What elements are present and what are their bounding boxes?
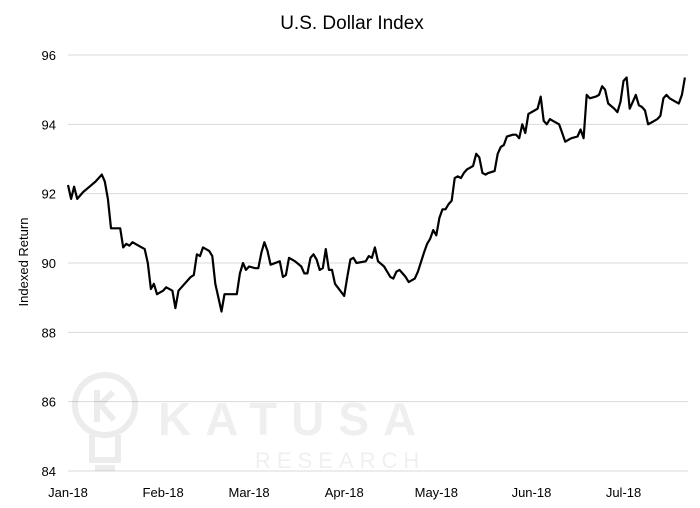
x-tick-label: May-18: [415, 485, 458, 500]
x-tick-label: Apr-18: [325, 485, 364, 500]
series-line: [66, 76, 686, 313]
gridlines: [68, 54, 688, 472]
y-tick-label: 96: [42, 48, 56, 63]
y-tick-label: 88: [42, 325, 56, 340]
watermark: KATUSA RESEARCH: [72, 372, 430, 473]
y-tick-label: 90: [42, 256, 56, 271]
x-tick-label: Jun-18: [512, 485, 552, 500]
y-tick-label: 92: [42, 187, 56, 202]
watermark-brand: KATUSA: [158, 393, 430, 445]
y-axis-label: Indexed Return: [16, 218, 31, 307]
chart-title: U.S. Dollar Index: [280, 13, 424, 34]
y-tick-labels: 84 86 88 90 92 94 96: [42, 48, 56, 479]
x-tick-label: Jan-18: [48, 485, 88, 500]
y-tick-label: 84: [42, 464, 56, 479]
x-tick-label: Mar-18: [228, 485, 269, 500]
series-group: [66, 76, 686, 313]
watermark-sub: RESEARCH: [255, 448, 425, 473]
x-tick-labels: Jan-18 Feb-18 Mar-18 Apr-18 May-18 Jun-18 Jul-…: [48, 485, 641, 500]
y-tick-label: 94: [42, 117, 56, 132]
x-tick-label: Feb-18: [143, 485, 184, 500]
lightbulb-k-icon: [72, 372, 138, 471]
y-tick-label: 86: [42, 395, 56, 410]
x-tick-label: Jul-18: [606, 485, 641, 500]
